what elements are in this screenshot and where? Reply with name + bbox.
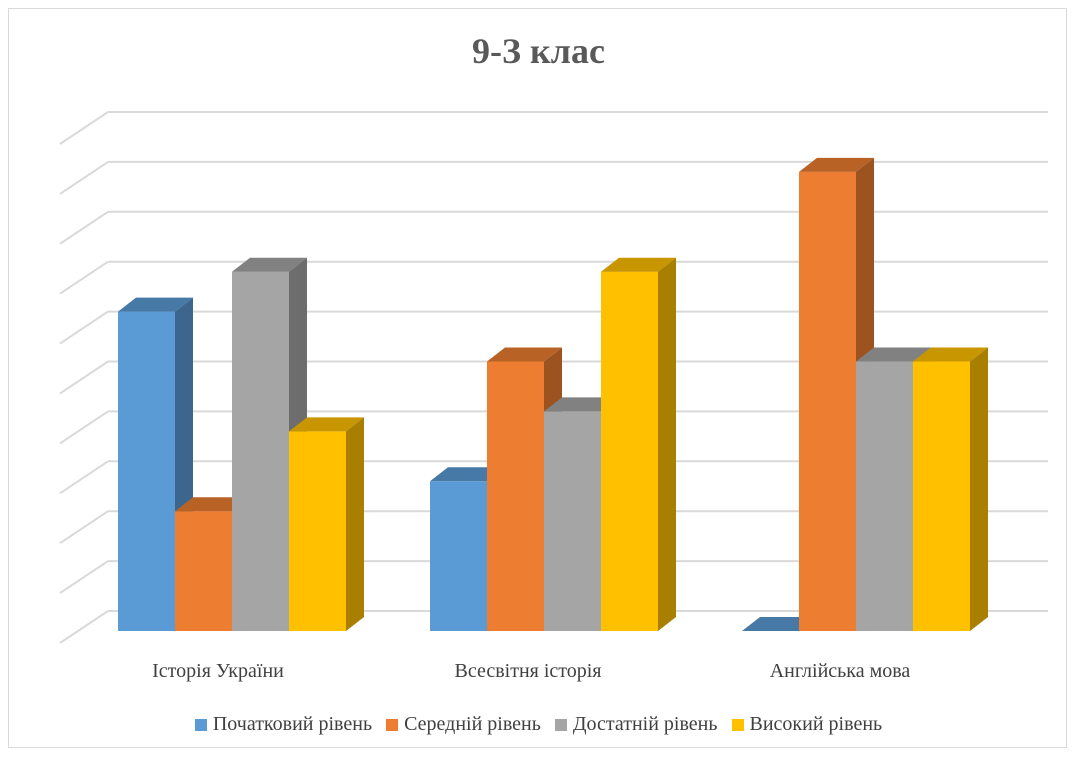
legend-swatch xyxy=(194,718,207,731)
legend-label: Високий рівень xyxy=(749,713,883,736)
bar-front xyxy=(487,361,544,631)
bar-top xyxy=(913,347,988,362)
bar-top xyxy=(799,157,874,172)
category-label: Всесвітня історія xyxy=(454,660,601,682)
bar-front xyxy=(913,361,970,631)
gridline-side xyxy=(59,260,109,295)
bar-top xyxy=(742,617,817,631)
legend-label: Середній рівень xyxy=(404,713,541,736)
legend: Початковий рівень Середній рівень Достатні… xyxy=(0,712,1077,736)
chart-plot: Історія України Всесвітня історія Англійсь… xyxy=(59,111,1048,682)
bar-front xyxy=(175,511,232,631)
legend-item: Високий рівень xyxy=(731,712,883,736)
legend-swatch xyxy=(386,718,399,731)
category-label: Англійська мова xyxy=(770,660,911,682)
legend-item: Середній рівень xyxy=(386,712,541,736)
bar-top xyxy=(856,347,931,362)
bar xyxy=(118,297,193,631)
bar-front xyxy=(799,171,856,631)
bar-top xyxy=(601,257,676,272)
bar-front xyxy=(232,271,289,631)
legend-swatch xyxy=(731,718,744,731)
bar xyxy=(289,417,364,631)
bar-top xyxy=(430,467,505,482)
bar xyxy=(913,347,988,631)
chart-title: 9-З клас xyxy=(472,31,605,71)
gridline-side xyxy=(59,161,109,195)
legend-label: Достатній рівень xyxy=(572,713,718,736)
bars xyxy=(118,157,988,631)
bar-top xyxy=(289,417,364,432)
bar-top xyxy=(487,347,562,362)
bar xyxy=(742,617,817,631)
gridline-side xyxy=(59,360,109,395)
bar-front xyxy=(289,431,346,631)
bar-front xyxy=(430,481,487,631)
bar-top xyxy=(232,257,307,272)
bar-side xyxy=(346,417,364,631)
legend-item: Початковий рівень xyxy=(194,712,373,736)
gridline-side xyxy=(59,560,109,594)
gridline-side xyxy=(59,410,109,445)
legend-label: Початковий рівень xyxy=(212,713,373,736)
category-label: Історія України xyxy=(152,660,284,682)
gridline-side xyxy=(59,111,109,145)
bar-top xyxy=(544,397,619,412)
bar xyxy=(601,257,676,631)
bar-front xyxy=(544,411,601,631)
bar-side xyxy=(658,257,676,631)
bar-top xyxy=(175,497,250,512)
gridline-side xyxy=(59,460,109,495)
bar-front xyxy=(856,361,913,631)
bar-front xyxy=(118,311,175,631)
bar-top xyxy=(118,297,193,312)
gridline-side xyxy=(59,310,109,345)
bar-front xyxy=(601,271,658,631)
legend-swatch xyxy=(554,718,567,731)
gridline-side xyxy=(59,510,109,545)
legend-item: Достатній рівень xyxy=(554,712,718,736)
gridline-side xyxy=(59,610,109,644)
bar-side xyxy=(970,347,988,631)
gridline-side xyxy=(59,210,109,245)
